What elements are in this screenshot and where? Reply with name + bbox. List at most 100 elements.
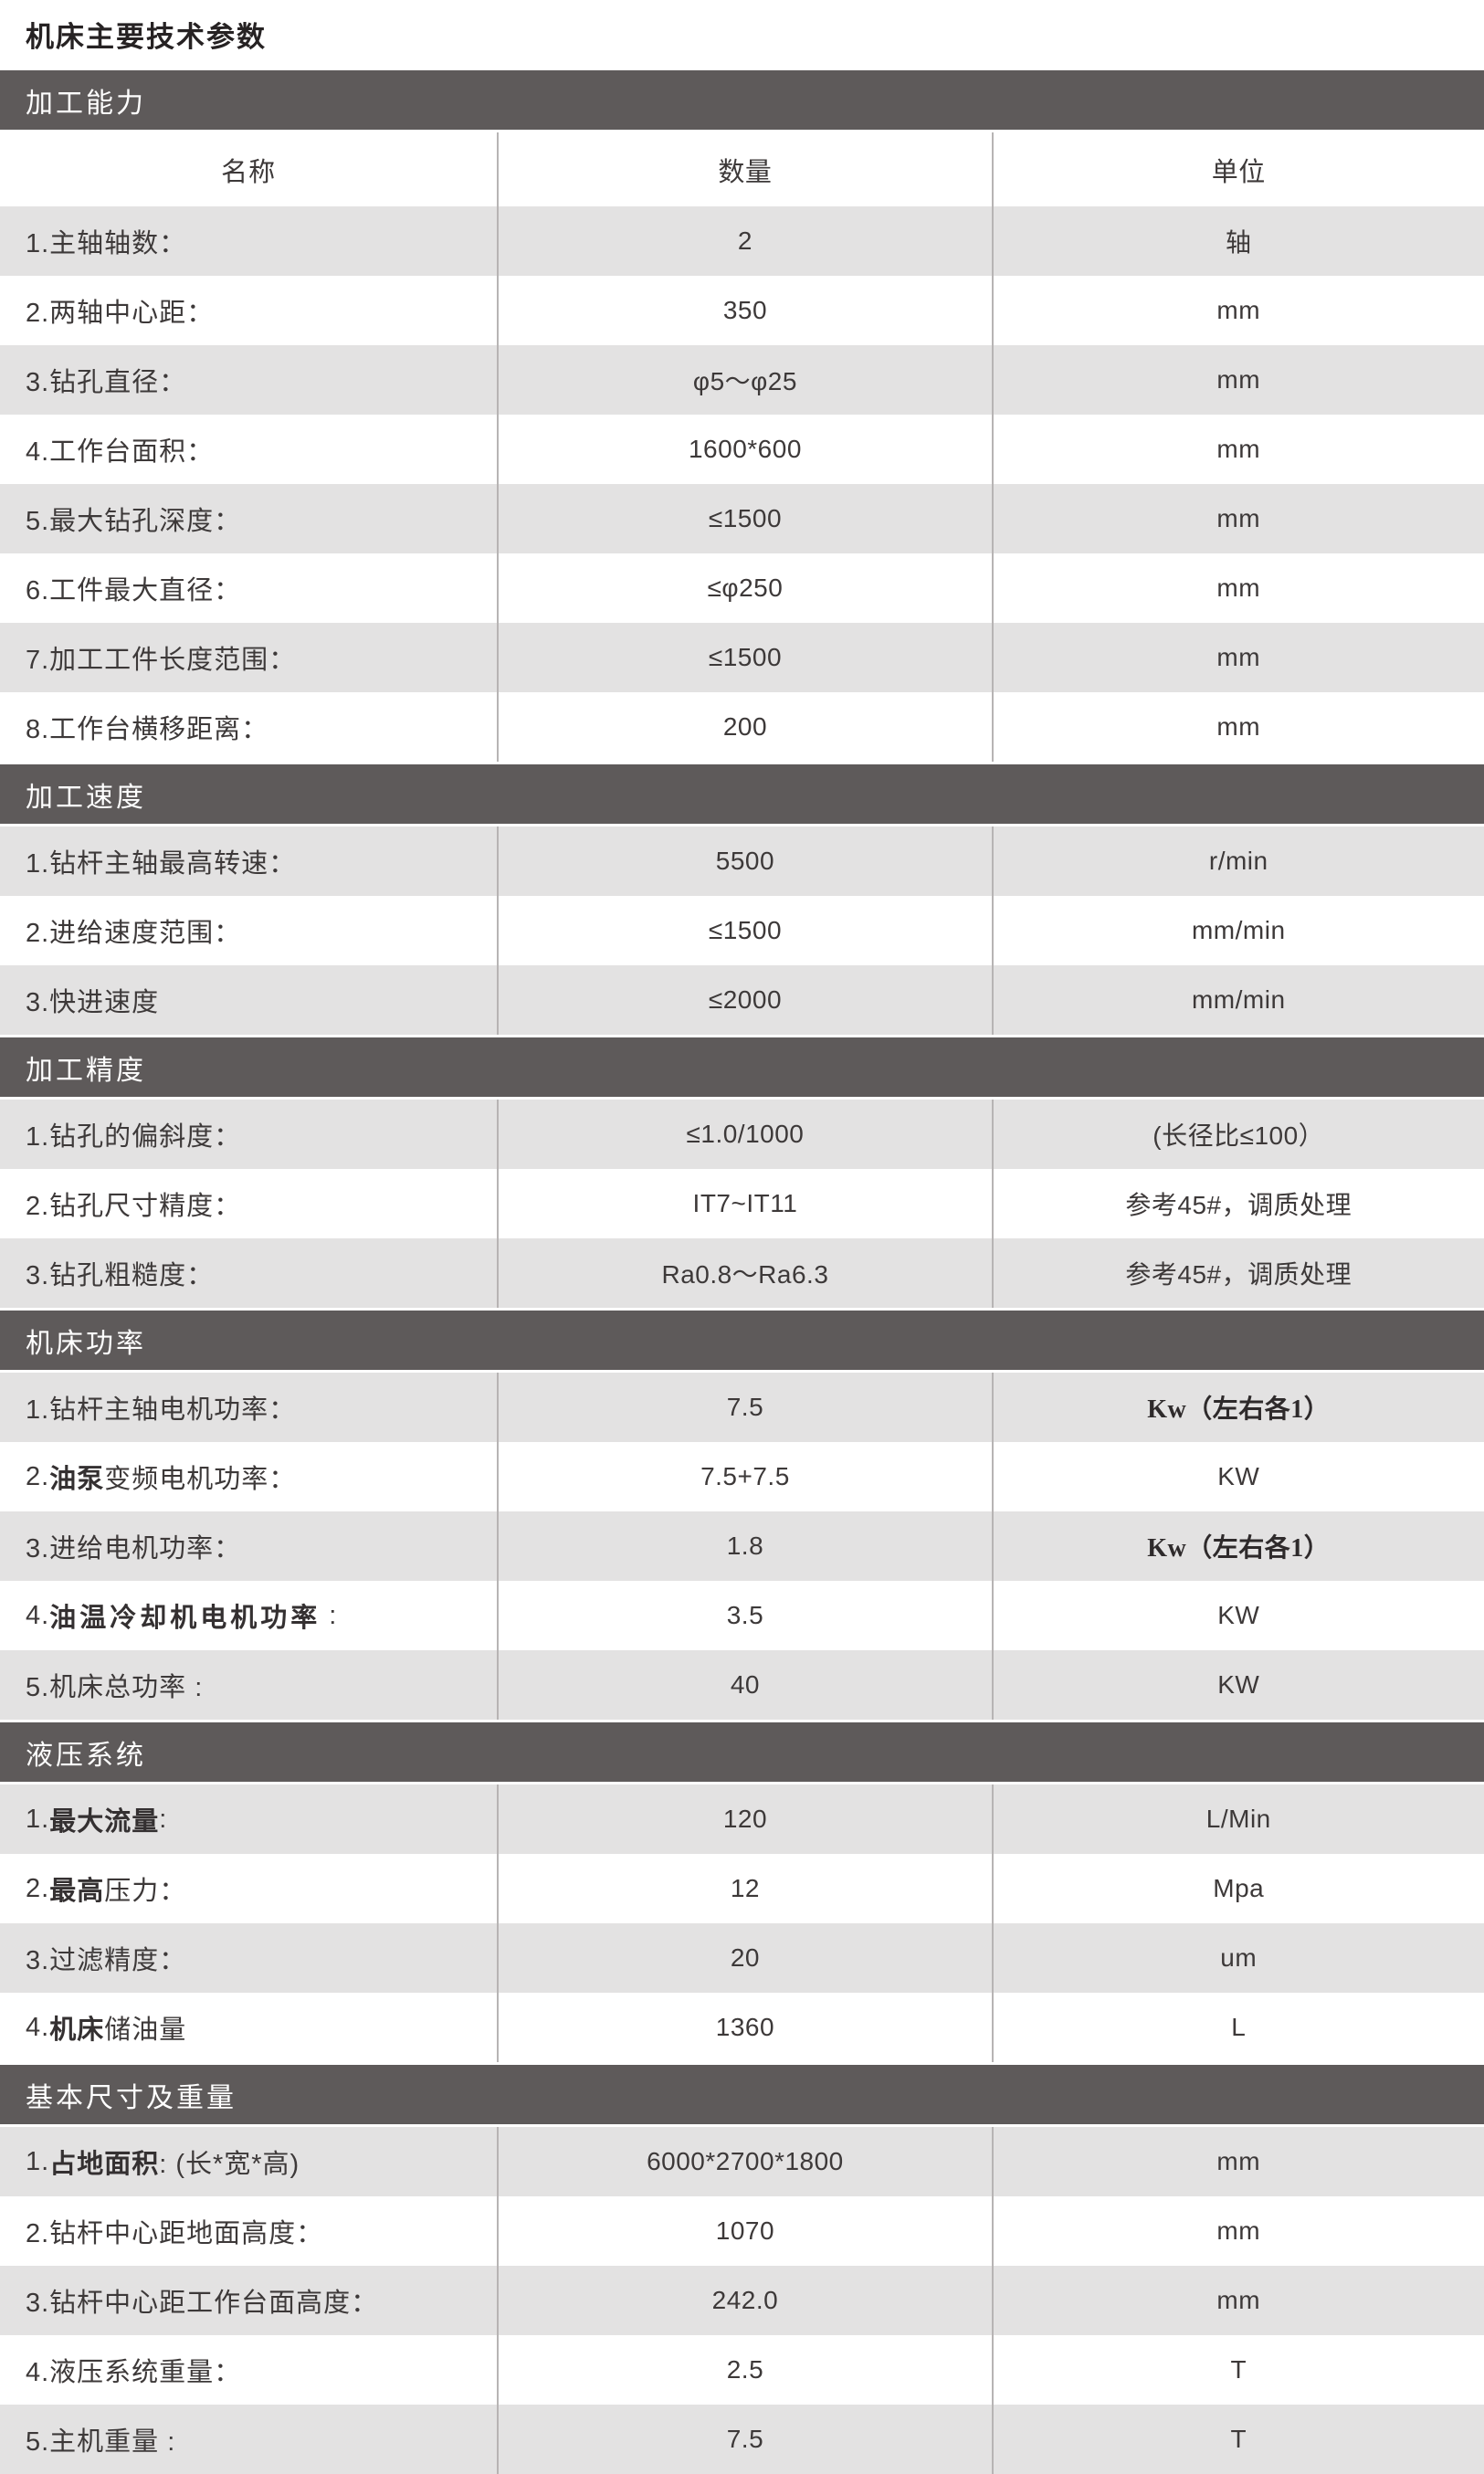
spec-unit-cell: Kw（左右各1）: [991, 1511, 1484, 1581]
spec-unit-cell: Kw（左右各1）: [991, 1373, 1484, 1442]
spec-name-text: 2.: [26, 1873, 50, 1903]
spec-name-cell: 5.最大钻孔深度：: [0, 484, 497, 553]
column-header-qty: 数量: [497, 132, 991, 206]
spec-unit-cell: um: [991, 1923, 1484, 1993]
spec-unit-cell: mm: [991, 692, 1484, 762]
section-header-bar: 液压系统: [0, 1720, 1484, 1784]
table-row: 1. 占地面积: (长*宽*高) 6000*2700*1800 mm: [0, 2127, 1484, 2196]
table-row: 2.钻孔尺寸精度： IT7~IT11 参考45#，调质处理: [0, 1169, 1484, 1238]
table-row: 3.钻孔粗糙度： Ra0.8～Ra6.3 参考45#，调质处理: [0, 1238, 1484, 1308]
spec-name-text: 最高: [49, 1877, 105, 1906]
spec-unit-cell: KW: [991, 1581, 1484, 1650]
spec-value-cell: 1.8: [497, 1511, 991, 1581]
spec-name-cell: 8.工作台横移距离：: [0, 692, 497, 762]
spec-unit-cell: mm: [991, 484, 1484, 553]
spec-unit-cell: KW: [991, 1442, 1484, 1511]
table-row: 5.机床总功率 : 40 KW: [0, 1650, 1484, 1720]
table-row: 1.钻孔的偏斜度： ≤1.0/1000 (长径比≤100）: [0, 1100, 1484, 1169]
spec-unit-cell: 参考45#，调质处理: [991, 1238, 1484, 1308]
spec-name-cell: 2.钻孔尺寸精度：: [0, 1169, 497, 1238]
spec-unit-cell: KW: [991, 1650, 1484, 1720]
table-row: 7.加工工件长度范围： ≤1500 mm: [0, 623, 1484, 692]
spec-value-cell: 3.5: [497, 1581, 991, 1650]
table-row: 3.过滤精度： 20 um: [0, 1923, 1484, 1993]
spec-unit-cell: mm: [991, 623, 1484, 692]
spec-name-cell: 3.进给电机功率：: [0, 1511, 497, 1581]
spec-name-cell: 1. 最大流量:: [0, 1784, 497, 1854]
column-header-row: 名称 数量 单位: [0, 132, 1484, 206]
spec-name-text: 5.机床总功率 :: [26, 1673, 204, 1702]
spec-name-text: 1.钻杆主轴电机功率：: [26, 1395, 297, 1425]
spec-name-cell: 4. 机床 储油量: [0, 1993, 497, 2062]
spec-value-cell: 1600*600: [497, 415, 991, 484]
spec-name-cell: 5.主机重量 :: [0, 2405, 497, 2474]
spec-name-text: 5.最大钻孔深度：: [26, 507, 242, 536]
table-row: 3.快进速度 ≤2000 mm/min: [0, 965, 1484, 1035]
spec-value-cell: 7.5: [497, 1373, 991, 1442]
spec-name-cell: 6.工件最大直径：: [0, 553, 497, 623]
spec-value-cell: 120: [497, 1784, 991, 1854]
spec-name-text: 1.主轴轴数：: [26, 229, 187, 258]
spec-name-text: :: [321, 1600, 338, 1630]
spec-name-text: 2.钻杆中心距地面高度：: [26, 2219, 324, 2248]
spec-name-text: : (长*宽*高): [159, 2150, 300, 2179]
spec-name-cell: 4.液压系统重量：: [0, 2335, 497, 2405]
spec-name-cell: 2.进给速度范围：: [0, 896, 497, 965]
section-header-bar: 基本尺寸及重量: [0, 2062, 1484, 2127]
spec-unit-cell: mm/min: [991, 896, 1484, 965]
section-header-bar: 加工速度: [0, 762, 1484, 826]
spec-value-cell: 20: [497, 1923, 991, 1993]
section-header-bar: 机床功率: [0, 1308, 1484, 1373]
spec-value-cell: 6000*2700*1800: [497, 2127, 991, 2196]
spec-unit-cell: mm: [991, 345, 1484, 415]
spec-name-text: 4.工作台面积：: [26, 437, 215, 467]
table-row: 2. 油泵 变频电机功率： 7.5+7.5 KW: [0, 1442, 1484, 1511]
spec-name-text: 6.工件最大直径：: [26, 576, 242, 605]
spec-value-cell: 5500: [497, 826, 991, 896]
spec-name-text: :: [159, 1804, 168, 1834]
spec-unit-cell: mm/min: [991, 965, 1484, 1035]
spec-name-text: 油泵: [49, 1465, 105, 1494]
spec-unit-cell: mm: [991, 276, 1484, 345]
spec-name-text: 3.钻孔粗糙度：: [26, 1261, 215, 1290]
spec-value-cell: ≤1500: [497, 623, 991, 692]
spec-value-cell: ≤1500: [497, 484, 991, 553]
spec-unit-cell: (长径比≤100）: [991, 1100, 1484, 1169]
spec-table: 加工能力 名称 数量 单位 1.主轴轴数： 2 轴 2.两轴中心距： 350 mm 3.钻孔直径： φ…: [0, 68, 1484, 2474]
spec-name-text: 压力：: [104, 1877, 187, 1906]
spec-value-cell: ≤2000: [497, 965, 991, 1035]
table-row: 2.钻杆中心距地面高度： 1070 mm: [0, 2196, 1484, 2266]
spec-name-cell: 3.快进速度: [0, 965, 497, 1035]
spec-value-cell: 40: [497, 1650, 991, 1720]
spec-name-cell: 2. 最高 压力：: [0, 1854, 497, 1923]
spec-name-text: 4.: [26, 1600, 50, 1630]
spec-value-cell: IT7~IT11: [497, 1169, 991, 1238]
spec-unit-cell: L: [991, 1993, 1484, 2062]
spec-name-cell: 3.过滤精度：: [0, 1923, 497, 1993]
spec-name-text: 储油量: [104, 2016, 187, 2045]
spec-name-cell: 5.机床总功率 :: [0, 1650, 497, 1720]
table-row: 2.进给速度范围： ≤1500 mm/min: [0, 896, 1484, 965]
table-row: 8.工作台横移距离： 200 mm: [0, 692, 1484, 762]
spec-name-text: 2.两轴中心距：: [26, 299, 215, 328]
spec-name-text: 3.快进速度: [26, 988, 160, 1017]
spec-name-cell: 3.钻孔粗糙度：: [0, 1238, 497, 1308]
spec-name-cell: 1. 占地面积: (长*宽*高): [0, 2127, 497, 2196]
spec-value-cell: 7.5+7.5: [497, 1442, 991, 1511]
spec-unit-cell: Mpa: [991, 1854, 1484, 1923]
spec-name-text: 1.钻杆主轴最高转速：: [26, 849, 297, 879]
column-header-name: 名称: [221, 157, 277, 187]
table-row: 1.钻杆主轴电机功率： 7.5 Kw（左右各1）: [0, 1373, 1484, 1442]
spec-unit-cell: mm: [991, 415, 1484, 484]
section-title: 加工速度: [26, 782, 146, 813]
spec-name-text: 占地面积: [49, 2150, 160, 2179]
page-title: 机床主要技术参数: [26, 20, 267, 53]
spec-unit-cell: L/Min: [991, 1784, 1484, 1854]
spec-name-cell: 1.主轴轴数：: [0, 206, 497, 276]
spec-name-text: 4.液压系统重量：: [26, 2358, 242, 2387]
spec-name-cell: 3.钻孔直径：: [0, 345, 497, 415]
spec-name-text: 3.过滤精度：: [26, 1946, 187, 1975]
spec-name-text: 2.: [26, 1461, 50, 1491]
